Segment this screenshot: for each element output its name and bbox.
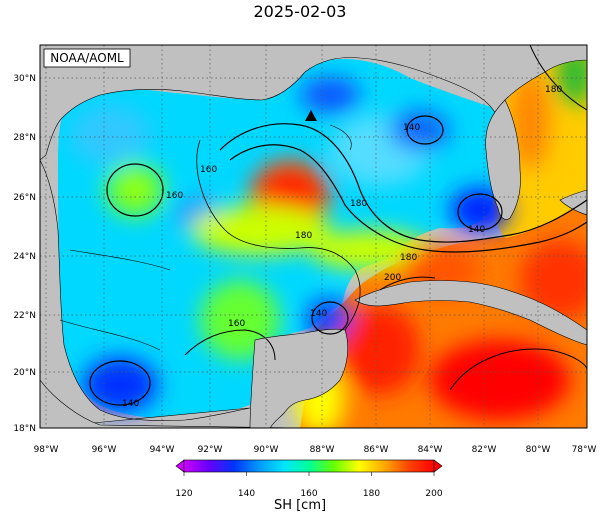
- contour-label: 160: [166, 191, 183, 201]
- contour-thin-3: [329, 124, 352, 151]
- contour-140-north: [406, 115, 444, 145]
- contour-label: 160: [228, 319, 245, 329]
- cuba: [354, 280, 587, 346]
- colorbar-label: SH [cm]: [273, 498, 327, 513]
- contour-160-south: [184, 329, 276, 361]
- lon-tick-label: 84°W: [418, 445, 443, 455]
- lat-tick-label: 18°N: [13, 424, 36, 434]
- contour-140-yucatan: [311, 301, 349, 335]
- florida-peninsula: [485, 99, 521, 220]
- lon-tick-label: 78°W: [572, 445, 597, 455]
- mexico-south: [40, 379, 301, 428]
- contour-thin-1: [59, 319, 161, 351]
- contour-label: 180: [350, 199, 367, 209]
- contour-label: 140: [403, 123, 420, 133]
- contour-180-inner: [229, 144, 587, 253]
- station-marker-icon: [305, 110, 317, 121]
- us-gulf-coast: [40, 45, 587, 161]
- map-frame: [39, 44, 588, 429]
- colorbar-max-arrow: [433, 459, 443, 473]
- map-area: 160 160 180 180 180 140 140 140 200 160 …: [40, 45, 587, 428]
- contour-labels: 160 160 180 180 180 140 140 140 200 160 …: [122, 85, 562, 409]
- lat-tick-label: 20°N: [13, 368, 36, 378]
- contour-180-east: [529, 45, 587, 111]
- lon-tick-label: 90°W: [254, 445, 279, 455]
- colorbar-tick-label: 180: [363, 489, 380, 499]
- colorbar: 120 140 160 180 200: [175, 459, 443, 499]
- contour-200-caribbean: [379, 276, 436, 291]
- land-masses: [40, 45, 587, 428]
- lat-tick-label: 22°N: [13, 311, 36, 321]
- credit-text: NOAA/AOML: [50, 51, 124, 65]
- lat-tick-label: 26°N: [13, 193, 36, 203]
- contour-label: 160: [200, 165, 217, 175]
- contour-160-loop: [196, 139, 361, 331]
- colorbar-tick-label: 120: [175, 489, 192, 499]
- lat-ticks: 30°N 28°N 26°N 24°N 22°N 20°N 18°N: [13, 74, 36, 434]
- contour-label: 140: [310, 309, 327, 319]
- colorbar-tick-label: 140: [238, 489, 255, 499]
- bahamas-hispaniola: [559, 189, 587, 216]
- lon-tick-label: 86°W: [364, 445, 389, 455]
- lon-tick-label: 96°W: [92, 445, 117, 455]
- lat-tick-label: 28°N: [13, 133, 36, 143]
- credit-box: NOAA/AOML: [43, 48, 131, 68]
- colorbar-bar: [183, 459, 435, 473]
- colorbar-tick-label: 200: [425, 489, 442, 499]
- gridlines: [40, 45, 587, 428]
- lat-tick-label: 24°N: [13, 252, 36, 262]
- lon-tick-label: 82°W: [472, 445, 497, 455]
- contour-label: 140: [122, 399, 139, 409]
- contour-160-west: [106, 163, 164, 217]
- contour-180-loop: [219, 123, 587, 243]
- colorbar-ticks: 120 140 160 180 200: [175, 472, 443, 499]
- contour-label: 140: [468, 225, 485, 235]
- lon-tick-label: 92°W: [198, 445, 223, 455]
- lon-ticks: 98°W 96°W 94°W 92°W 90°W 88°W 86°W 84°W …: [34, 445, 597, 455]
- lon-tick-label: 94°W: [150, 445, 175, 455]
- ssh-blobs: [70, 45, 587, 428]
- contour-label: 180: [295, 231, 312, 241]
- contour-label: 200: [384, 273, 401, 283]
- contour-label: 180: [400, 253, 417, 263]
- lon-tick-label: 98°W: [34, 445, 59, 455]
- contour-200-south: [449, 348, 587, 391]
- contour-label: 180: [545, 85, 562, 95]
- credit-box-background: [43, 48, 131, 68]
- mexico: [40, 159, 251, 428]
- contour-140-south: [89, 360, 151, 406]
- lon-tick-label: 80°W: [526, 445, 551, 455]
- lon-tick-label: 88°W: [310, 445, 335, 455]
- lat-tick-label: 30°N: [13, 74, 36, 84]
- ssh-field: [58, 45, 587, 428]
- contour-140-east: [457, 193, 503, 231]
- colorbar-min-arrow: [175, 459, 185, 473]
- contour-thin-2: [69, 249, 171, 271]
- map-title: 2025-02-03: [253, 2, 347, 21]
- colorbar-tick-label: 160: [300, 489, 317, 499]
- contours: [59, 45, 587, 406]
